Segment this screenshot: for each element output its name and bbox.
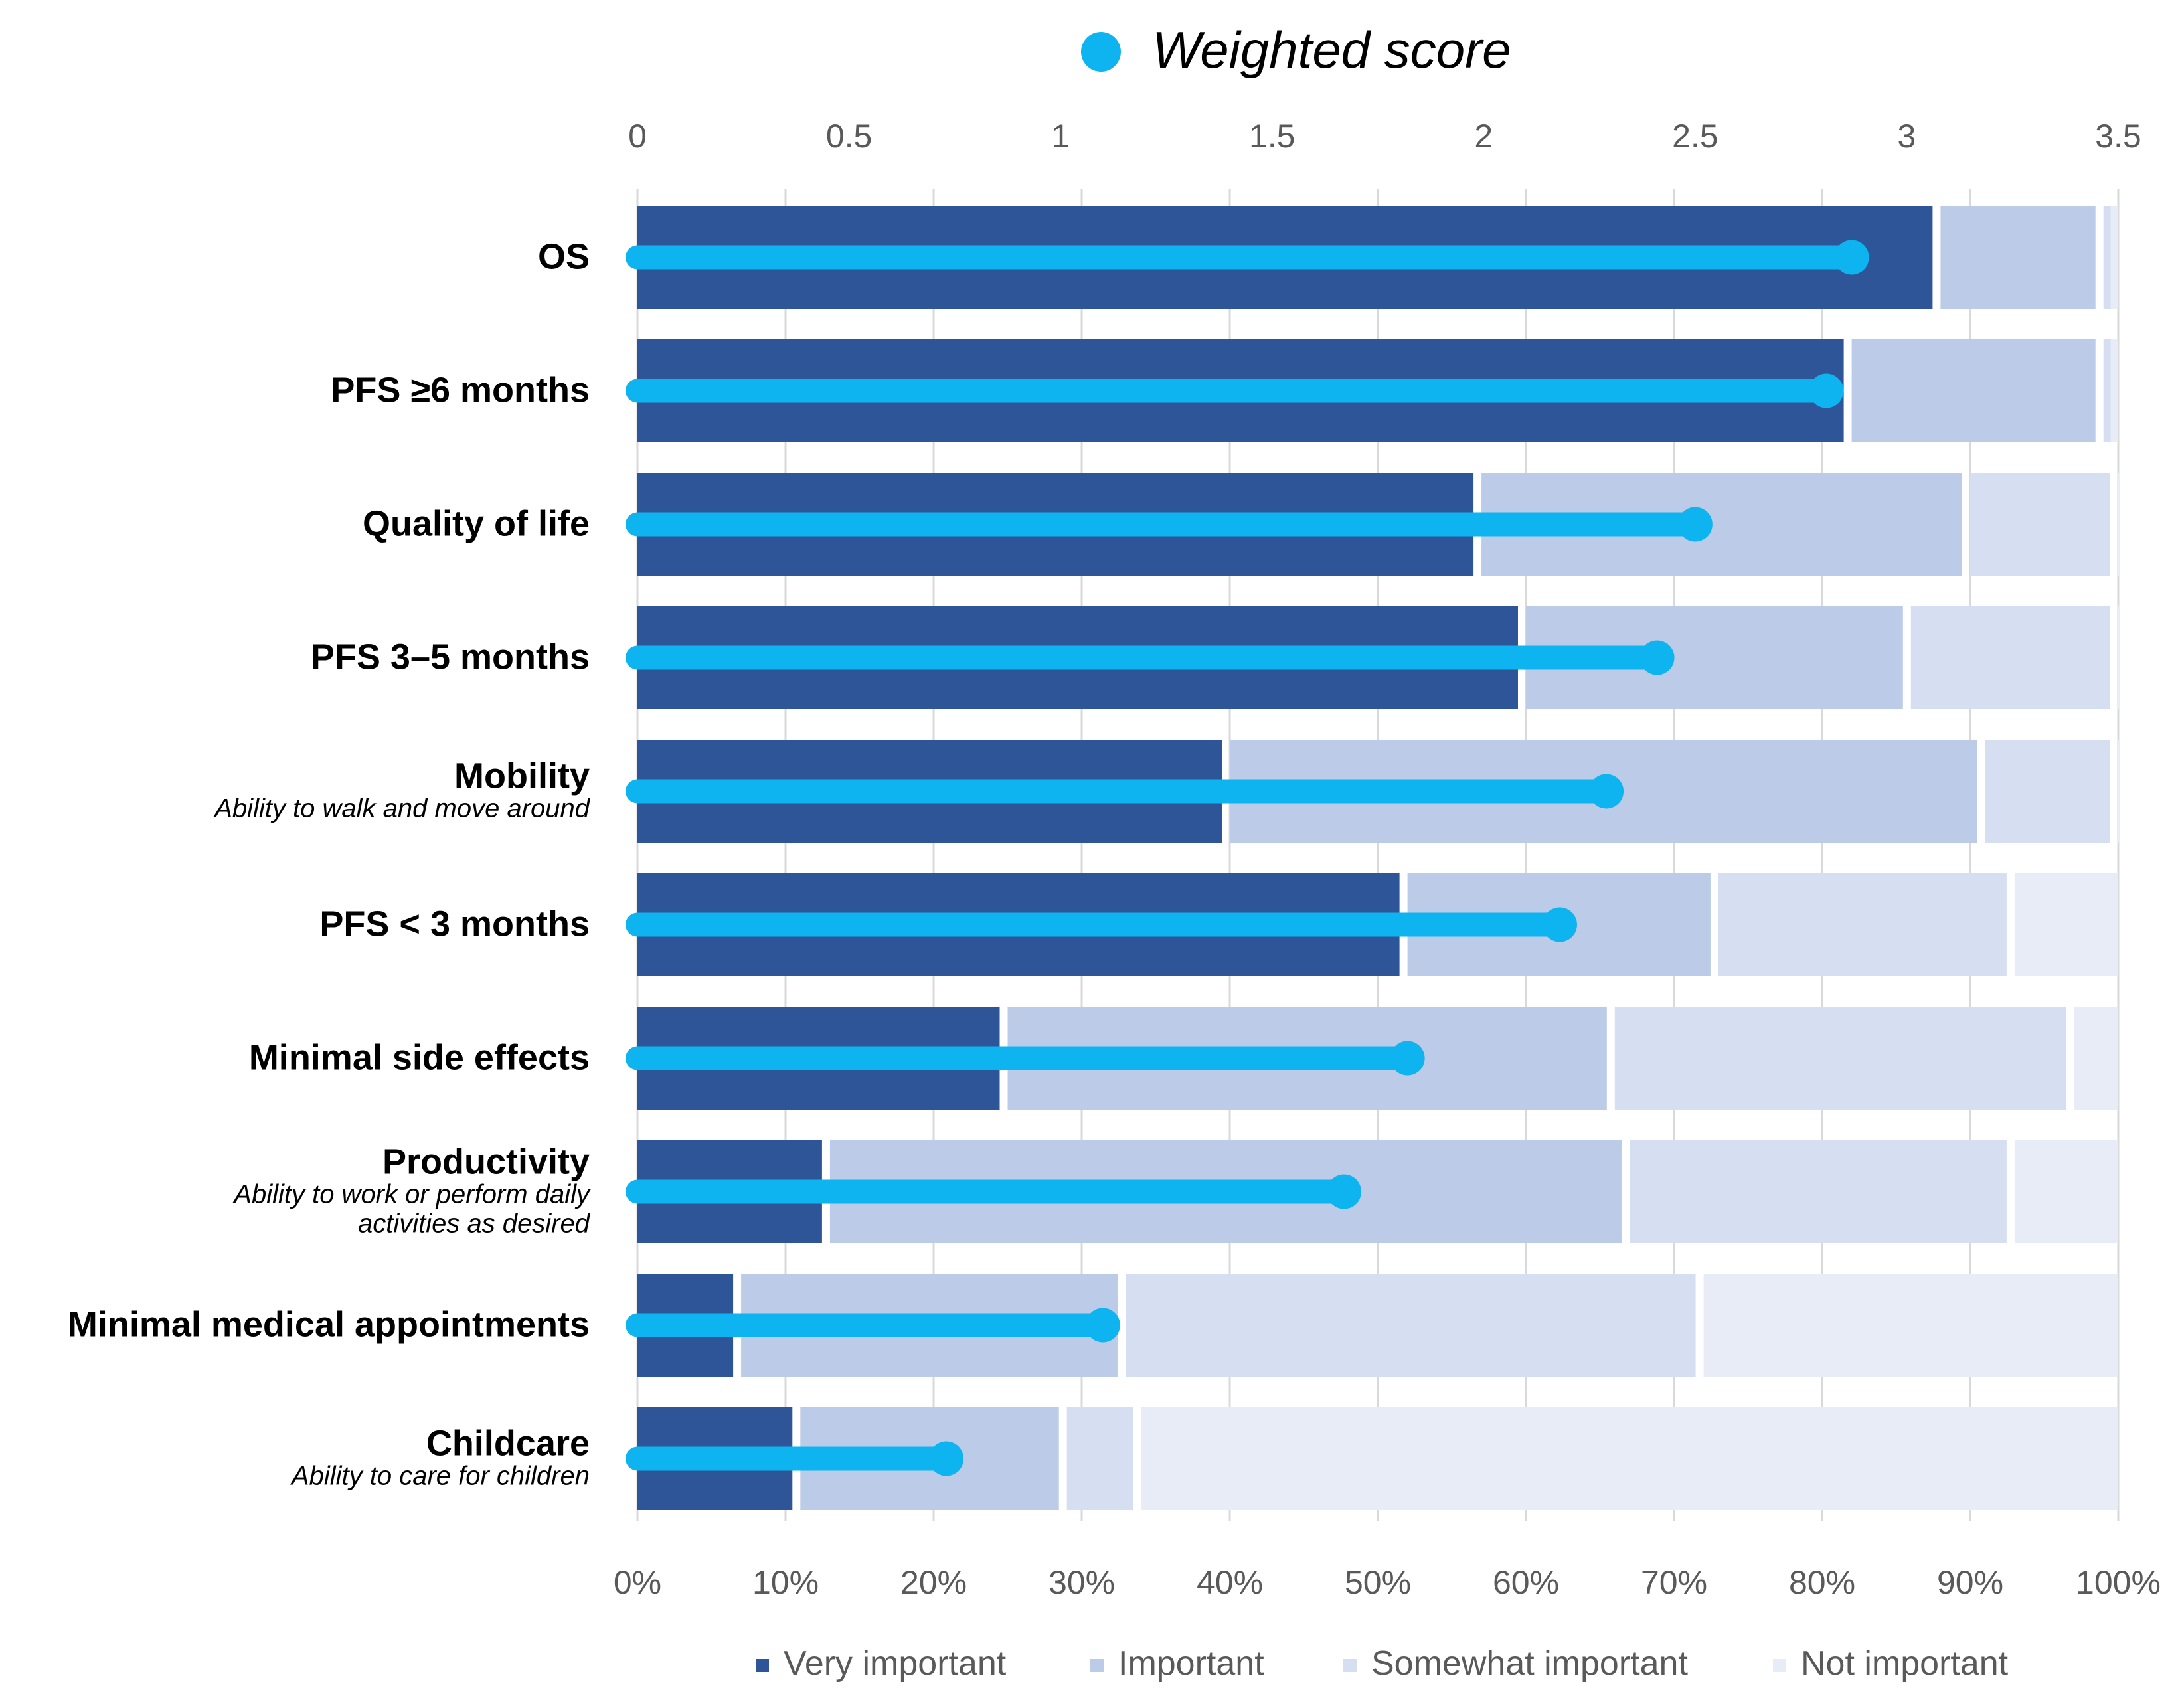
legend-swatch (1773, 1659, 1786, 1672)
weighted-score-point (1809, 373, 1844, 408)
top-axis-tick-label: 2 (1474, 118, 1493, 155)
bar-segment (1985, 740, 2110, 843)
category-label: PFS < 3 months (319, 904, 590, 944)
bar-segment (2110, 339, 2118, 442)
category-labels: OS PFS ≥6 months Quality of life PFS 3–5 mo… (68, 237, 592, 1491)
bottom-axis-tick-label: 100% (2076, 1564, 2161, 1601)
legend-label: Important (1118, 1644, 1264, 1683)
top-axis-ticks: 0 0.5 1 1.5 2 2.5 3 3.5 (628, 118, 2141, 155)
category-label: PFS 3–5 months (311, 638, 590, 677)
bar-segment (2118, 740, 2120, 843)
weighted-score-point (1639, 640, 1675, 675)
bar-segment (2103, 206, 2111, 309)
category-sublabel: Ability to care for children (290, 1462, 590, 1491)
top-axis-tick-label: 1.5 (1249, 118, 1296, 155)
weighted-score-markers (626, 240, 1869, 1476)
top-axis-tick-label: 3.5 (2095, 118, 2141, 155)
bottom-axis-tick-label: 30% (1048, 1564, 1115, 1601)
weighted-score-point (1677, 507, 1713, 542)
bottom-axis-tick-label: 20% (900, 1564, 967, 1601)
legend-label: Very important (784, 1644, 1007, 1683)
weighted-score-point (1390, 1041, 1425, 1076)
legend-label: Not important (1801, 1644, 2009, 1683)
bar-segment (1703, 1274, 2118, 1377)
bottom-axis-tick-label: 0% (614, 1564, 661, 1601)
legend-swatch (1090, 1659, 1104, 1672)
legend-swatch (1343, 1659, 1357, 1672)
bar-segment (1851, 339, 2096, 442)
top-axis-tick-label: 1 (1051, 118, 1070, 155)
weighted-score-point (1542, 907, 1577, 942)
bar-segment (2118, 473, 2120, 576)
weighted-score-legend: Weighted score (1081, 21, 1511, 79)
category-sublabel: activities as desired (358, 1209, 591, 1238)
bar-segment (1970, 473, 2110, 576)
category-label: Mobility (454, 756, 590, 796)
category-label: Minimal side effects (249, 1038, 590, 1078)
bar-segment (2103, 339, 2111, 442)
bar-segment (1940, 206, 2096, 309)
bar-segment (2014, 873, 2118, 976)
bar-segment (1630, 1140, 2007, 1243)
weighted-score-point (1327, 1174, 1362, 1209)
category-sublabel: Ability to work or perform daily (232, 1180, 592, 1209)
bar-segment (1614, 1007, 2066, 1110)
bar-segment (1066, 1407, 1133, 1510)
bottom-axis-tick-label: 10% (752, 1564, 819, 1601)
top-axis-tick-label: 0.5 (826, 118, 873, 155)
legend-swatch (756, 1659, 769, 1672)
category-label: Productivity (382, 1142, 590, 1182)
bottom-axis-ticks: 0% 10% 20% 30% 40% 50% 60% 70% 80% 90% 100% (614, 1564, 2161, 1601)
bar-segment (2118, 606, 2120, 709)
bar-segment (2014, 1140, 2118, 1243)
category-label: OS (538, 237, 590, 277)
weighted-score-point (929, 1441, 964, 1476)
bottom-axis-tick-label: 70% (1641, 1564, 1707, 1601)
category-sublabel: Ability to walk and move around (213, 794, 591, 823)
bar-segment (1718, 873, 2007, 976)
top-axis-tick-label: 2.5 (1672, 118, 1718, 155)
series-legend: Very important Important Somewhat importan… (756, 1644, 2009, 1683)
top-axis-tick-label: 3 (1898, 118, 1916, 155)
bottom-axis-tick-label: 80% (1789, 1564, 1855, 1601)
top-axis-tick-label: 0 (628, 118, 647, 155)
category-label: Childcare (426, 1424, 590, 1464)
category-label: Quality of life (363, 504, 590, 544)
bar-segment (2074, 1007, 2118, 1110)
legend-label: Somewhat important (1371, 1644, 1688, 1683)
weighted-score-legend-marker (1081, 32, 1121, 72)
weighted-score-legend-label: Weighted score (1152, 21, 1511, 79)
weighted-score-point (1589, 774, 1624, 809)
bar-segment (1910, 606, 2110, 709)
bottom-axis-tick-label: 90% (1937, 1564, 2003, 1601)
category-label: Minimal medical appointments (68, 1305, 590, 1345)
weighted-score-point (1834, 240, 1869, 275)
bottom-axis-tick-label: 50% (1345, 1564, 1411, 1601)
bar-segment (1126, 1274, 1696, 1377)
bottom-axis-tick-label: 40% (1197, 1564, 1263, 1601)
bar-segment (1141, 1407, 2118, 1510)
bar-segment (2110, 206, 2118, 309)
bottom-axis-tick-label: 60% (1493, 1564, 1559, 1601)
category-label: PFS ≥6 months (331, 371, 590, 410)
weighted-score-point (1085, 1308, 1120, 1343)
